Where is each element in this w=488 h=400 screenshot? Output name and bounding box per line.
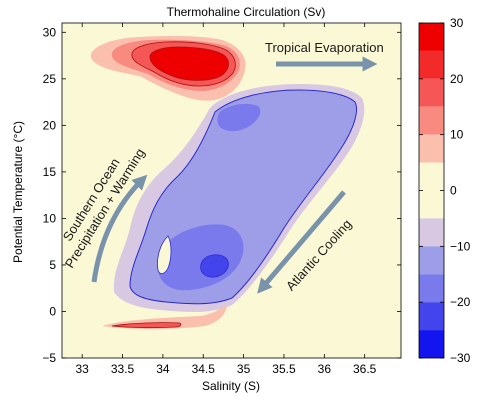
colorbar-ticks: 30 20 10 0 −10 −20 −30 xyxy=(419,16,471,365)
colorbar-level xyxy=(419,218,444,247)
colorbar-level xyxy=(419,106,444,135)
contour-hole xyxy=(157,235,172,274)
y-axis-label: Potential Temperature (°C) xyxy=(11,121,25,263)
x-tick-label: 34.5 xyxy=(192,362,216,376)
colorbar-level xyxy=(419,23,444,51)
negative-contour-20 xyxy=(200,254,229,278)
y-tick-label: 30 xyxy=(43,25,57,39)
contour-field xyxy=(90,36,365,329)
colorbar-tick-label: 10 xyxy=(450,128,464,142)
colorbar-level xyxy=(419,274,444,303)
axis-ticks: 33 33.5 34 34.5 35 35.5 36 36.5 −5 0 5 10 15 20 25 30 xyxy=(42,23,401,376)
colorbar-level xyxy=(419,134,444,163)
y-tick-label: 0 xyxy=(49,304,56,318)
axes-frame xyxy=(61,22,402,359)
y-tick-label: −5 xyxy=(42,351,56,365)
x-tick-label: 34 xyxy=(156,362,170,376)
colorbar-tick-label: −10 xyxy=(450,239,471,253)
x-tick-label: 35 xyxy=(237,362,251,376)
colorbar-level xyxy=(419,330,444,358)
colorbar-level xyxy=(419,162,444,219)
y-tick-label: 10 xyxy=(43,211,57,225)
chart-title: Thermohaline Circulation (Sv) xyxy=(167,5,326,19)
y-tick-label: 5 xyxy=(49,258,56,272)
colorbar-tick-label: 0 xyxy=(450,184,457,198)
colorbar-level xyxy=(419,246,444,275)
y-tick-label: 15 xyxy=(43,165,57,179)
negative-contour-15b xyxy=(217,103,261,132)
x-tick-label: 36.5 xyxy=(353,362,377,376)
x-tick-label: 33.5 xyxy=(111,362,135,376)
southern-ocean-arrow xyxy=(91,174,148,283)
positive-streak-5 xyxy=(102,304,227,329)
positive-streak-15 xyxy=(111,322,182,329)
atlantic-cooling-arrow xyxy=(257,190,346,294)
colorbar-tick-label: 30 xyxy=(450,16,464,30)
colorbar xyxy=(419,23,444,358)
annotation-arrows xyxy=(91,56,378,294)
colorbar-level xyxy=(419,50,444,79)
x-tick-label: 36 xyxy=(318,362,332,376)
x-axis-label: Salinity (S) xyxy=(202,379,260,393)
colorbar-tick-label: −20 xyxy=(450,295,471,309)
colorbar-level xyxy=(419,78,444,107)
colorbar-level xyxy=(419,302,444,331)
x-tick-label: 35.5 xyxy=(272,362,296,376)
tropical-evaporation-label: Tropical Evaporation xyxy=(265,40,384,55)
y-tick-label: 25 xyxy=(43,72,57,86)
colorbar-tick-label: −30 xyxy=(450,351,471,365)
y-tick-label: 20 xyxy=(43,118,57,132)
colorbar-tick-label: 20 xyxy=(450,72,464,86)
positive-contour-25 xyxy=(149,46,229,81)
x-tick-label: 33 xyxy=(75,362,89,376)
